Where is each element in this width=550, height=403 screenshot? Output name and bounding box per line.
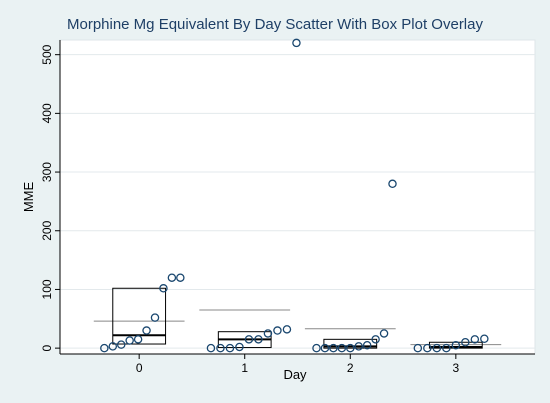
data-point [133,335,143,344]
data-point [432,343,442,353]
y-tick-label: 400 [40,103,54,123]
box [323,338,378,349]
data-point [388,179,397,189]
data-point [371,335,380,344]
data-point [442,343,451,353]
data-point [254,335,263,344]
data-point [244,335,254,344]
data-point [423,343,432,353]
data-point [354,342,363,351]
data-point [413,343,423,353]
data-point [470,335,480,344]
x-tick-label: 3 [452,361,459,375]
data-point [100,343,109,353]
data-point [346,343,355,353]
data-point [292,38,301,48]
data-point [225,343,235,353]
axes: 0 100 200 300 400 500 0 1 2 3 [40,40,535,375]
data-point [337,343,347,353]
data-point [329,343,338,353]
data-point [159,284,168,293]
y-tick-label: 100 [40,279,54,299]
y-tick-label: 500 [40,44,54,64]
data-point [273,326,282,335]
plot-area [59,39,536,355]
x-tick-label: 1 [241,361,248,375]
data-point [461,338,470,347]
chart-title: Morphine Mg Equivalent By Day Scatter Wi… [67,16,484,33]
box-plots [112,287,483,349]
data-point [142,326,151,335]
data-point [235,342,244,352]
data-point [167,273,177,282]
x-tick-label: 0 [136,361,143,375]
data-point [150,313,160,322]
data-point [320,343,330,353]
data-point [116,340,126,349]
data-point [206,343,216,353]
y-tick-label: 200 [40,220,54,240]
data-point [480,334,489,343]
data-point [282,325,292,334]
data-point [216,343,225,353]
y-tick-label: 300 [40,162,54,182]
scatter-points [100,38,489,353]
data-point [451,340,461,350]
data-point [362,340,372,350]
data-point [176,273,185,282]
y-tick-label: 0 [40,344,54,351]
data-point [263,329,273,338]
data-point [312,343,321,353]
box [112,287,167,345]
data-point [108,342,118,351]
data-point [125,336,134,345]
x-tick-label: 2 [347,361,354,375]
y-axis-label: MME [21,182,36,213]
x-axis-label: Day [283,367,307,382]
data-point [379,329,389,338]
